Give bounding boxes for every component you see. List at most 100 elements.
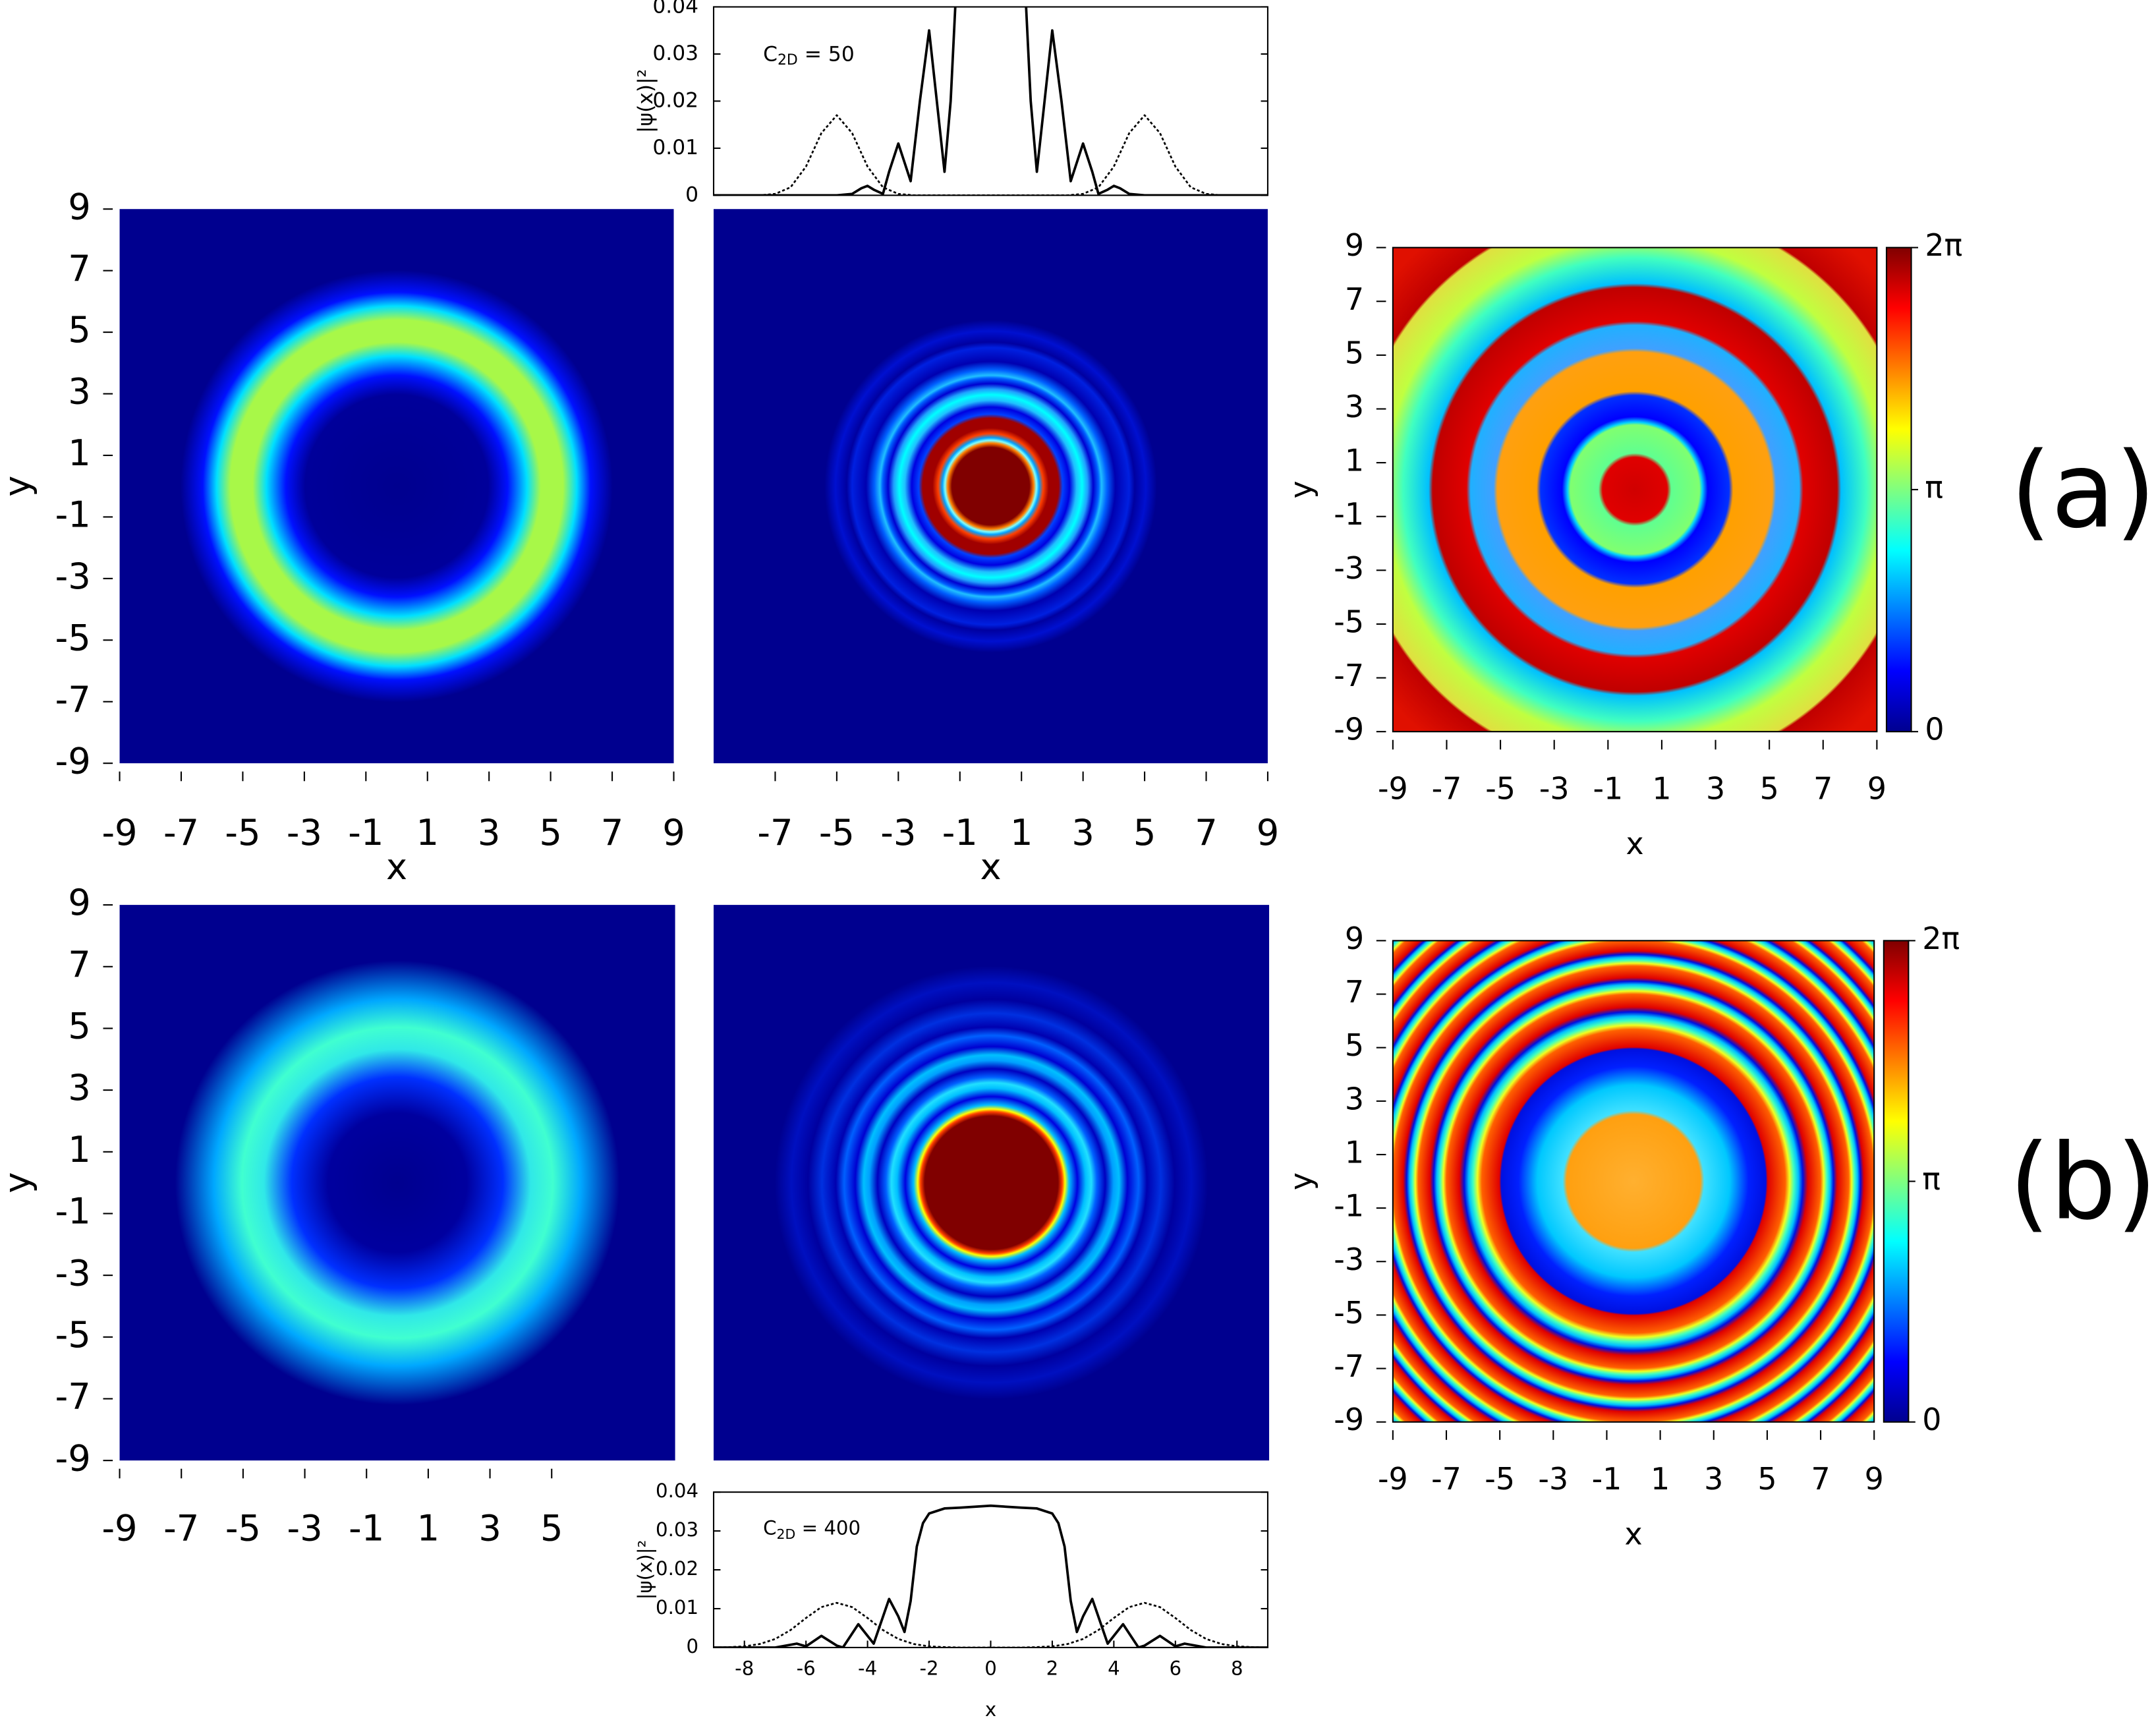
- colorbar-tick-label: π: [1925, 469, 1943, 505]
- x-tick-label: -3: [287, 812, 322, 853]
- y-tick-label: -7: [55, 679, 91, 720]
- line-series: [714, 1601, 1268, 1648]
- y-tick-label: -5: [1334, 604, 1364, 639]
- plot-frame: [712, 1491, 1269, 1648]
- y-axis-label: y: [1284, 480, 1319, 498]
- plot-frame: [712, 6, 1269, 196]
- y-tick-label: -3: [1334, 550, 1364, 586]
- y-tick-label: 5: [1345, 335, 1364, 370]
- y-tick-label: 1: [68, 1129, 91, 1170]
- x-tick-label: 0: [984, 1657, 997, 1679]
- y-tick-label: -1: [55, 1191, 91, 1232]
- y-tick-label: 9: [68, 186, 91, 227]
- y-tick-label: 5: [68, 1006, 91, 1047]
- x-tick-label: 4: [1108, 1657, 1120, 1679]
- colorbar-tick-label: 2π: [1925, 227, 1962, 263]
- x-tick-label: -3: [1538, 1461, 1568, 1497]
- y-tick-label: 1: [1345, 1134, 1364, 1170]
- x-tick-label: 9: [1257, 812, 1280, 853]
- panel-label: (b): [2009, 1122, 2156, 1244]
- colorbar-tick-label: π: [1922, 1161, 1941, 1197]
- annotation: C2D = 400: [763, 1516, 861, 1541]
- x-axis-label: x: [386, 846, 407, 888]
- heatmap: [714, 209, 1268, 764]
- x-tick-label: -9: [1378, 770, 1408, 806]
- colorbar-tick-label: 2π: [1922, 921, 1960, 956]
- y-tick-label: 7: [68, 944, 91, 985]
- heatmap: [714, 905, 1270, 1461]
- x-tick-label: 5: [1757, 1461, 1776, 1497]
- x-tick-label: -8: [735, 1657, 754, 1679]
- annotation-sub: 2D: [778, 52, 798, 69]
- x-tick-label: 1: [417, 1508, 440, 1549]
- x-tick-label: -2: [919, 1657, 938, 1679]
- x-tick-label: 7: [1813, 770, 1832, 806]
- x-tick-label: 1: [416, 812, 439, 853]
- y-tick-label: -9: [1334, 712, 1364, 747]
- x-tick-label: 9: [1867, 770, 1886, 806]
- x-tick-label: -3: [1539, 770, 1570, 806]
- y-tick-label: -7: [55, 1376, 91, 1418]
- y-tick-label: -3: [55, 1252, 91, 1294]
- y-tick-label: 0: [685, 183, 698, 206]
- x-tick-label: -7: [163, 1508, 199, 1549]
- y-tick-label: 3: [68, 1067, 91, 1108]
- annotation-main: C: [763, 1516, 776, 1539]
- x-tick-label: 9: [1865, 1461, 1884, 1497]
- y-axis-label: y: [1284, 1172, 1319, 1190]
- y-tick-label: -7: [1334, 658, 1364, 693]
- x-tick-label: -1: [1593, 770, 1623, 806]
- colorbar: [1883, 940, 1910, 1423]
- y-tick-label: -5: [1334, 1295, 1364, 1331]
- y-tick-label: 9: [1345, 921, 1364, 956]
- x-tick-label: -5: [225, 812, 260, 853]
- x-tick-label: -3: [287, 1508, 323, 1549]
- y-tick-label: 9: [1345, 227, 1364, 263]
- y-tick-label: 9: [68, 882, 91, 923]
- y-tick-label: 7: [1345, 974, 1364, 1010]
- x-tick-label: -1: [1592, 1461, 1622, 1497]
- y-tick-label: -9: [1334, 1402, 1364, 1437]
- x-tick-label: 3: [1704, 1461, 1723, 1497]
- y-tick-label: 3: [68, 371, 91, 413]
- x-axis-label: x: [1626, 826, 1644, 861]
- heatmap: [119, 905, 675, 1461]
- x-tick-label: 5: [540, 1508, 563, 1549]
- x-tick-label: -5: [819, 812, 855, 853]
- x-tick-label: 3: [478, 812, 501, 853]
- y-tick-label: 0.01: [652, 136, 698, 159]
- y-tick-label: 3: [1345, 389, 1364, 424]
- x-tick-label: 6: [1170, 1657, 1182, 1679]
- annotation-rest: = 400: [795, 1516, 861, 1539]
- y-tick-label: 0.02: [652, 88, 698, 112]
- colorbar: [1885, 246, 1912, 733]
- x-axis-label: x: [980, 846, 1001, 888]
- annotation-sub: 2D: [777, 1526, 796, 1542]
- x-tick-label: -4: [858, 1657, 877, 1679]
- y-tick-label: -1: [1334, 1188, 1364, 1224]
- y-tick-label: 0: [686, 1635, 698, 1657]
- y-tick-label: 5: [68, 309, 91, 351]
- x-tick-label: -6: [797, 1657, 816, 1679]
- y-tick-label: 0.03: [652, 42, 698, 65]
- x-tick-label: 9: [662, 812, 685, 853]
- annotation-main: C: [763, 43, 778, 67]
- x-tick-label: 1: [1010, 812, 1033, 853]
- x-axis-label: x: [1624, 1516, 1642, 1551]
- y-tick-label: -5: [55, 1314, 91, 1356]
- x-tick-label: -7: [163, 812, 199, 853]
- x-tick-label: -9: [1378, 1461, 1408, 1497]
- heatmap: [1392, 246, 1878, 733]
- y-axis-label: y: [0, 476, 38, 497]
- y-axis-label: y: [0, 1172, 38, 1193]
- y-tick-label: 0.04: [656, 1480, 698, 1502]
- heatmap: [1392, 940, 1875, 1423]
- x-tick-label: 3: [1706, 770, 1725, 806]
- y-tick-label: -3: [1334, 1242, 1364, 1277]
- y-tick-label: 1: [68, 432, 91, 474]
- x-tick-label: -9: [101, 812, 137, 853]
- y-tick-label: 5: [1345, 1027, 1364, 1063]
- x-tick-label: -1: [349, 1508, 384, 1549]
